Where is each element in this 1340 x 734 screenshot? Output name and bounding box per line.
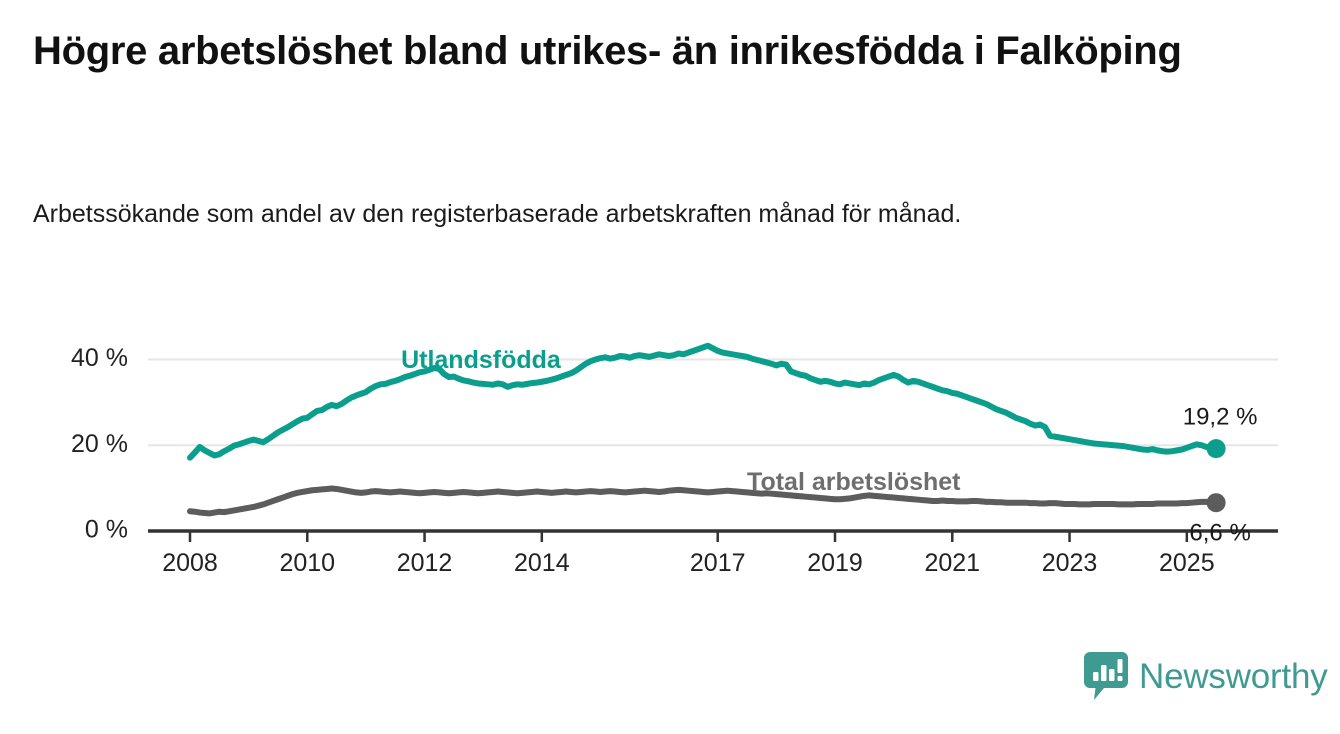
x-axis-tick-label: 2023 <box>1042 549 1098 577</box>
annotations-group: 19,2 % Utlandsfödda 6,6 % Total arbetslöshe… <box>401 346 1257 547</box>
y-axis-tick-label: 20 % <box>71 430 128 458</box>
endpoint-markers-group <box>1206 439 1226 513</box>
x-axis-tick-label: 2025 <box>1159 549 1215 577</box>
y-axis-tick-label: 40 % <box>71 344 128 372</box>
x-axis-tick-label: 2021 <box>924 549 980 577</box>
data-lines-group <box>187 342 1220 517</box>
x-axis-tick-label: 2017 <box>690 549 746 577</box>
series-endpoint-dot <box>1206 493 1226 513</box>
series-end-value-label: 19,2 % <box>1183 404 1258 431</box>
x-axis-tick-label: 2019 <box>807 549 863 577</box>
x-axis-tick-label: 2014 <box>514 549 570 577</box>
series-name-label: Utlandsfödda <box>401 346 562 374</box>
x-axis-tick-label: 2010 <box>279 549 335 577</box>
series-name-label: Total arbetslöshet <box>747 468 961 496</box>
page-subtitle: Arbetssökande som andel av den registerb… <box>33 200 962 228</box>
series-line-total-arbetsloshet <box>187 485 1220 517</box>
series-endpoint-dot <box>1206 439 1226 459</box>
newsworthy-bar-chart-bubble-icon <box>1084 652 1128 700</box>
newsworthy-logo[interactable]: Newsworthy <box>1084 652 1328 700</box>
gridlines-group <box>148 358 1278 447</box>
y-axis-tick-label: 0 % <box>85 516 128 544</box>
chart-container: 0 % 20 % 40 % 2008 2010 2012 2014 2017 2019 2021… <box>0 318 1340 608</box>
logo-wordmark: Newsworthy <box>1139 656 1328 696</box>
series-end-value-label: 6,6 % <box>1189 520 1250 547</box>
y-axis-labels-group: 0 % 20 % 40 % <box>71 344 128 544</box>
series-line-utlandsfodda <box>187 342 1220 461</box>
unemployment-line-chart: 0 % 20 % 40 % 2008 2010 2012 2014 2017 2019 2021… <box>71 342 1278 577</box>
page-title: Högre arbetslöshet bland utrikes- än inr… <box>33 29 1182 73</box>
x-axis-tick-label: 2012 <box>397 549 453 577</box>
x-axis-tick-label: 2008 <box>162 549 218 577</box>
x-axis-group: 2008 2010 2012 2014 2017 2019 2021 2023 2025 <box>148 529 1278 577</box>
